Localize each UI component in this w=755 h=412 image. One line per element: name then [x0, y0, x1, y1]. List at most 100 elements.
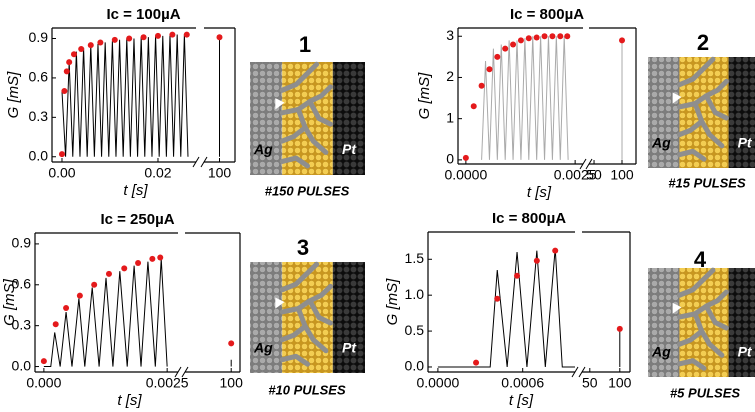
- data-point: [552, 247, 559, 254]
- data-point: [494, 295, 501, 302]
- filament: [703, 303, 729, 331]
- x-axis-label: t [s]: [123, 182, 148, 199]
- data-point: [486, 66, 493, 73]
- defect: [672, 302, 682, 314]
- data-point: [517, 37, 524, 44]
- data-point: [228, 340, 235, 347]
- data-point: [462, 154, 469, 161]
- defect: [672, 92, 682, 104]
- electrode-label: Ag: [253, 339, 273, 355]
- axis-break: [578, 366, 586, 378]
- x-axis-label: t [s]: [509, 392, 534, 409]
- filament: [279, 261, 320, 293]
- filament-illustration: [250, 261, 365, 373]
- y-tick-label: 0.3: [29, 108, 49, 124]
- axis-break: [571, 366, 579, 378]
- y-tick-label: 0.0: [12, 357, 32, 373]
- y-tick-label: 3: [446, 27, 454, 43]
- defect: [275, 297, 285, 309]
- electrode-label: Ag: [253, 141, 273, 157]
- data-point: [70, 51, 77, 58]
- data-point: [105, 270, 112, 277]
- data-point: [183, 31, 190, 38]
- data-point: [135, 259, 142, 266]
- ag-electrode: [648, 57, 680, 168]
- x-tick-label: 0.0006: [501, 375, 544, 391]
- filament: [692, 101, 725, 149]
- trace-line: [43, 258, 232, 368]
- x-axis-label: t [s]: [527, 184, 552, 201]
- pulse-caption: #5 PULSES: [670, 385, 740, 400]
- panel-number: 1: [299, 32, 311, 57]
- x-tick-label: 100: [610, 167, 634, 183]
- x-tick-label: 0.0025: [146, 375, 189, 391]
- electrode-label: Ag: [651, 134, 671, 150]
- x-tick-label: 0.0025: [554, 167, 597, 183]
- x-tick-label: 0.02: [144, 165, 171, 181]
- filament: [307, 99, 333, 127]
- chart-title: Ic = 250µA: [100, 211, 174, 228]
- trace-line: [61, 34, 220, 157]
- x-tick-label: 100: [220, 375, 244, 391]
- data-point: [63, 304, 70, 311]
- y-tick-label: 0: [446, 151, 454, 167]
- filament: [295, 306, 329, 354]
- data-point: [63, 68, 70, 75]
- y-tick-label: 0.9: [29, 29, 49, 45]
- pt-electrode: [728, 268, 755, 377]
- y-tick-label: 1.5: [405, 250, 425, 266]
- chart-title: Ic = 800µA: [492, 210, 566, 227]
- y-tick-label: 0.9: [12, 235, 32, 251]
- filament: [279, 61, 320, 93]
- pulse-caption: #150 PULSES: [265, 183, 350, 198]
- filament: [279, 155, 310, 169]
- data-point: [502, 45, 509, 52]
- x-tick-label: 0.000: [26, 375, 61, 391]
- panel-number: 3: [297, 235, 309, 260]
- y-tick-label: 0.0: [29, 147, 49, 163]
- x-tick-label: 50: [586, 167, 602, 183]
- x-axis-label: t [s]: [117, 392, 142, 409]
- pulse-caption: #15 PULSES: [668, 175, 746, 190]
- data-point: [140, 34, 147, 41]
- electrode-label: Ag: [651, 344, 671, 360]
- filament: [676, 328, 705, 347]
- axis-break: [181, 366, 189, 378]
- x-tick-label: 50: [582, 375, 598, 391]
- y-tick-label: 0.0: [405, 358, 425, 374]
- data-point: [557, 33, 564, 40]
- pulse-caption: #10 PULSES: [268, 382, 346, 397]
- axis-break: [192, 156, 200, 168]
- data-point: [78, 46, 85, 53]
- y-axis-label: G [mS]: [1, 278, 18, 326]
- filament: [295, 106, 329, 155]
- filament: [676, 148, 707, 162]
- x-tick-label: 100: [208, 165, 232, 181]
- axis-break: [579, 158, 587, 170]
- data-point: [525, 35, 532, 42]
- filament: [279, 125, 308, 144]
- filament: [676, 358, 707, 371]
- data-point: [494, 53, 501, 60]
- panel-number: 2: [697, 30, 709, 55]
- y-tick-label: 0.6: [29, 69, 49, 85]
- filament: [279, 323, 308, 343]
- y-tick-label: 0.5: [405, 322, 425, 338]
- data-point: [616, 325, 623, 332]
- filament: [279, 353, 310, 367]
- axis-break: [200, 156, 208, 168]
- y-axis-label: G [mS]: [5, 71, 22, 119]
- data-point: [619, 37, 626, 44]
- data-point: [514, 272, 521, 279]
- data-point: [541, 33, 548, 40]
- electrode-label: Pt: [342, 141, 357, 157]
- filament: [676, 118, 705, 138]
- x-tick-label: 100: [608, 375, 632, 391]
- data-point: [111, 36, 118, 43]
- data-point: [126, 35, 133, 42]
- data-point: [87, 42, 94, 49]
- filament-illustration: [648, 56, 755, 168]
- data-point: [549, 33, 556, 40]
